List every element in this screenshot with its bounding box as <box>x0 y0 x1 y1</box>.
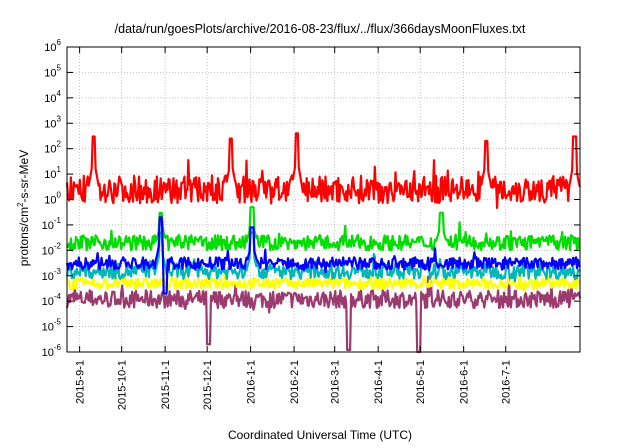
y-tick-label: 10-4 <box>42 292 62 308</box>
x-tick-label: 2016-4-1 <box>373 360 385 404</box>
y-axis-label-sup: 2 <box>16 202 25 207</box>
y-tick-label: 10-2 <box>42 241 62 257</box>
x-tick-label: 2016-5-1 <box>415 360 427 404</box>
y-tick-label: 10-6 <box>42 343 62 359</box>
x-tick-label: 2016-1-1 <box>246 360 258 404</box>
y-tick-label: 106 <box>44 38 61 54</box>
plot-frame <box>66 46 581 353</box>
y-axis-label-rest: -s-sr-MeV <box>17 150 31 203</box>
x-tick-label: 2016-6-1 <box>459 360 471 404</box>
y-tick-label: 105 <box>44 63 61 79</box>
x-tick-label: 2016-2-1 <box>289 360 301 404</box>
y-tick-label: 104 <box>44 89 61 105</box>
y-tick-label: 10-1 <box>42 216 62 232</box>
y-tick-label: 10-3 <box>42 267 62 283</box>
x-tick-label: 2015-11-1 <box>160 360 172 409</box>
series-line <box>65 231 581 283</box>
y-tick-label: 102 <box>44 140 61 156</box>
x-tick-label: 2015-12-1 <box>202 360 214 410</box>
x-tick-label: 2016-3-1 <box>330 360 342 404</box>
series-line <box>66 206 581 252</box>
series-line <box>65 268 581 293</box>
x-tick-label: 2016-7-1 <box>501 360 513 404</box>
series-group <box>65 132 582 354</box>
x-axis-label: Coordinated Universal Time (UTC) <box>227 428 413 442</box>
x-tick-label: 2015-10-1 <box>117 360 129 410</box>
series-line <box>65 216 581 295</box>
y-tick-label: 101 <box>44 165 61 181</box>
series-line <box>65 132 582 209</box>
chart-title: /data/run/goesPlots/archive/2016-08-23/f… <box>114 22 526 36</box>
y-tick-label: 10-5 <box>42 318 62 334</box>
axes: 10-6 10-5 10-4 10-3 10-2 10-1 100 101 102 103 104 1… <box>42 38 581 410</box>
x-tick-label: 2015-9-1 <box>75 360 87 404</box>
y-axis-label: protons/cm2-s-sr-MeV <box>16 150 31 266</box>
y-tick-label: 103 <box>44 114 61 130</box>
y-tick-label: 100 <box>44 191 61 207</box>
series-line <box>65 275 582 354</box>
y-axis-label-base: protons/cm <box>17 207 31 266</box>
